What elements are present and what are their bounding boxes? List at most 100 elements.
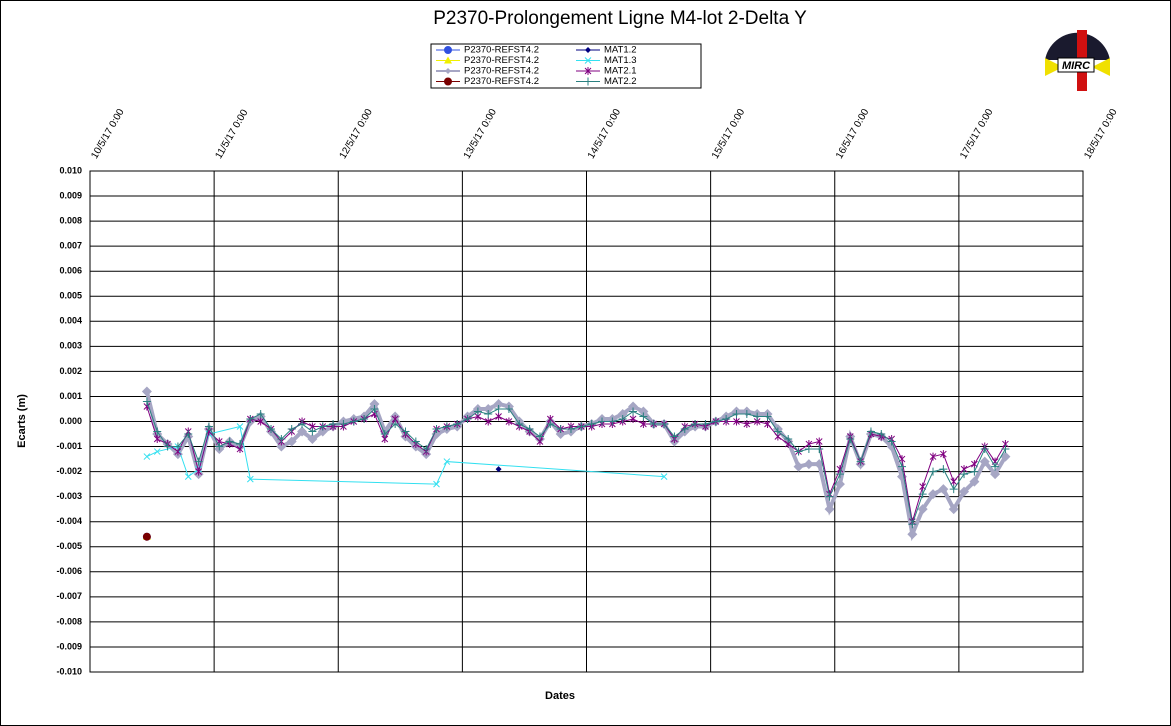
- y-tick-label: 0.007: [59, 241, 82, 251]
- chart-title: P2370-Prolongement Ligne M4-lot 2-Delta …: [433, 8, 807, 29]
- data-point: [349, 417, 358, 426]
- data-point: [929, 467, 938, 476]
- legend-label: MAT2.1: [604, 66, 637, 77]
- y-tick-label: 0.003: [59, 341, 82, 351]
- data-point: [907, 529, 918, 540]
- data-point: [640, 420, 647, 429]
- legend-item: P2370-REFST4.2: [436, 76, 539, 87]
- y-tick-label: -0.009: [56, 641, 82, 651]
- data-point: [970, 467, 979, 476]
- logo: MIRC: [1044, 27, 1110, 91]
- data-point: [443, 458, 451, 465]
- data-point: [433, 480, 440, 488]
- data-point: [753, 412, 762, 421]
- data-point: [184, 430, 193, 439]
- y-tick-label: 0.009: [59, 190, 82, 200]
- data-point: [329, 420, 338, 429]
- data-point: [928, 489, 939, 500]
- data-point: [422, 445, 431, 454]
- data-point: [495, 412, 502, 421]
- data-point: [504, 404, 513, 413]
- data-point: [257, 417, 265, 426]
- data-point: [866, 427, 875, 436]
- data-point: [722, 414, 731, 423]
- data-point: [711, 417, 720, 426]
- data-point: [235, 440, 244, 449]
- y-tick-label: 0.006: [59, 266, 82, 276]
- data-point: [494, 404, 503, 413]
- data-point: [990, 469, 1001, 480]
- data-point: [484, 409, 493, 418]
- data-point: [195, 467, 202, 476]
- data-point: [339, 420, 348, 429]
- legend-item: P2370-REFST4.2: [436, 45, 539, 56]
- data-point: [1001, 445, 1010, 454]
- data-point: [204, 422, 213, 431]
- data-point: [938, 484, 949, 495]
- data-point: [411, 437, 420, 446]
- y-tick-label: -0.003: [56, 491, 82, 501]
- data-point: [960, 470, 969, 479]
- y-tick-label: -0.002: [56, 466, 82, 476]
- data-point: [483, 403, 494, 414]
- data-point: [267, 425, 276, 434]
- data-point: [824, 504, 835, 515]
- data-point: [142, 532, 151, 541]
- data-point: [215, 442, 224, 451]
- data-point: [598, 417, 607, 426]
- data-point: [743, 420, 751, 429]
- data-point: [308, 427, 317, 436]
- logo-plate: [1057, 57, 1095, 73]
- data-point: [566, 425, 575, 434]
- data-point: [184, 473, 192, 480]
- data-point: [918, 490, 927, 499]
- data-point: [908, 520, 917, 529]
- data-point: [763, 412, 772, 421]
- legend-label: MAT1.3: [604, 55, 637, 66]
- data-point: [432, 425, 441, 434]
- data-point: [835, 470, 844, 479]
- data-point: [535, 432, 544, 441]
- data-point: [846, 435, 855, 444]
- data-point: [370, 404, 379, 413]
- data-point: [794, 447, 803, 456]
- data-point: [453, 420, 462, 429]
- data-point: [803, 459, 814, 470]
- legend-label: P2370-REFST4.2: [464, 55, 539, 66]
- data-point: [691, 420, 700, 429]
- series: [142, 397, 1010, 529]
- series: [142, 532, 151, 541]
- data-point: [505, 417, 513, 426]
- data-point: [897, 462, 906, 471]
- legend: [430, 43, 702, 89]
- data-point: [629, 407, 638, 416]
- data-point: [153, 435, 161, 444]
- y-tick-label: 0.010: [59, 165, 82, 175]
- y-tick-label: -0.004: [56, 516, 82, 526]
- data-point: [701, 420, 710, 429]
- data-point: [298, 420, 307, 429]
- data-point: [804, 445, 813, 454]
- y-tick-label: -0.007: [56, 591, 82, 601]
- data-point: [939, 465, 948, 474]
- legend-marker: [444, 77, 452, 86]
- y-tick-label: 0.008: [59, 215, 82, 225]
- y-tick-label: -0.006: [56, 566, 82, 576]
- legend-item: MAT2.1: [576, 66, 637, 77]
- data-point: [463, 414, 472, 423]
- data-point: [732, 409, 741, 418]
- y-tick-label: -0.008: [56, 616, 82, 626]
- data-point: [256, 409, 265, 418]
- data-point: [773, 427, 782, 436]
- y-tick-label: 0.005: [59, 291, 82, 301]
- data-point: [484, 417, 492, 426]
- data-point: [587, 420, 596, 429]
- data-point: [556, 425, 565, 434]
- data-point: [638, 406, 649, 417]
- data-point: [639, 412, 648, 421]
- y-tick-label: -0.005: [56, 541, 82, 551]
- legend-marker: [584, 67, 592, 75]
- data-point: [360, 414, 369, 423]
- data-point: [929, 452, 937, 461]
